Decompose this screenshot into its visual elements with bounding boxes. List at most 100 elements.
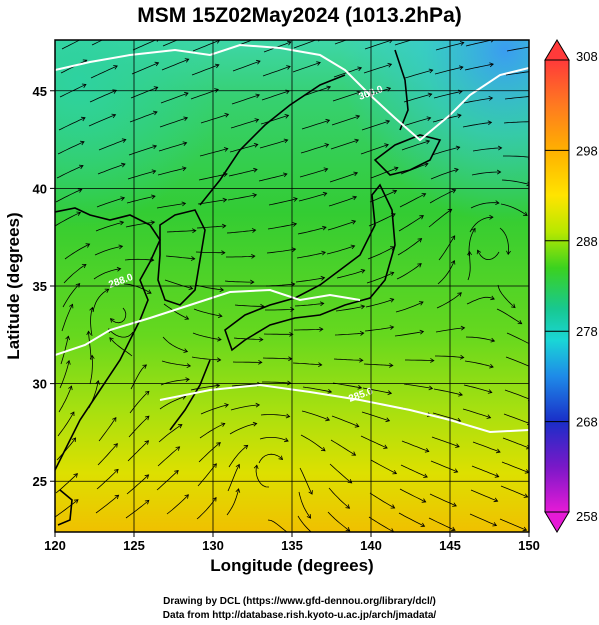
- streamline-arrowhead: [419, 329, 425, 335]
- streamline-arrowhead: [476, 249, 482, 255]
- russia-coastline: [199, 74, 346, 206]
- streamline-arrowhead: [76, 211, 82, 216]
- streamline: [402, 117, 431, 127]
- streamline: [94, 245, 123, 256]
- credit-drawing: Drawing by DCL (https://www.gfd-dennou.o…: [163, 596, 436, 607]
- streamline-arrowhead: [254, 118, 260, 123]
- streamline: [500, 485, 528, 498]
- streamline: [429, 189, 456, 204]
- streamline-arrowhead: [291, 247, 297, 253]
- streamline-arrowhead: [144, 499, 150, 505]
- lat-lon-grid: [55, 40, 529, 532]
- streamline-arrowhead: [112, 89, 118, 94]
- streamline-arrowhead: [68, 385, 73, 391]
- streamline-arrowhead: [316, 61, 321, 66]
- streamline: [128, 415, 150, 438]
- colorbar-tick-label: 268: [576, 415, 598, 430]
- streamline-arrowhead: [492, 522, 498, 527]
- streamline-arrowhead: [287, 380, 292, 386]
- coastlines: [55, 49, 442, 526]
- x-axis-label: Longitude (degrees): [210, 556, 374, 575]
- streamline: [395, 301, 424, 313]
- streamline-arrowhead: [184, 58, 190, 63]
- streamline-arrowhead: [455, 443, 460, 448]
- streamline: [360, 435, 388, 449]
- streamline-arrowhead: [113, 443, 118, 448]
- streamline-arrowhead: [219, 287, 225, 292]
- streamline: [334, 332, 364, 336]
- streamline: [196, 225, 226, 229]
- streamline: [88, 114, 116, 127]
- streamline-arrowhead: [181, 166, 187, 172]
- y-tick-label: 45: [33, 84, 47, 99]
- streamline: [231, 383, 261, 387]
- streamline: [329, 463, 352, 484]
- streamline-arrowhead: [81, 83, 87, 89]
- streamline-arrowhead: [73, 473, 78, 478]
- streamline-arrowhead: [223, 147, 229, 152]
- streamline: [56, 165, 84, 179]
- streamline-arrowhead: [447, 208, 453, 214]
- y-tick-label: 30: [33, 377, 47, 392]
- streamline-arrowhead: [89, 306, 94, 312]
- streamline: [331, 415, 359, 427]
- streamline: [57, 411, 75, 437]
- streamline: [364, 40, 393, 50]
- streamline: [267, 519, 288, 532]
- streamline-arrowhead: [490, 40, 495, 43]
- streamline-arrowhead: [224, 112, 230, 118]
- streamline: [197, 199, 227, 205]
- streamline-arrowhead: [146, 289, 152, 294]
- streamline-arrowhead: [523, 493, 529, 498]
- streamline-arrowhead: [85, 243, 91, 248]
- streamline-arrowhead: [494, 473, 500, 478]
- streamline-arrowhead: [489, 214, 494, 220]
- streamline: [64, 243, 90, 260]
- streamline-arrowhead: [114, 494, 120, 500]
- streamline: [262, 66, 291, 77]
- streamline-arrowhead: [111, 113, 117, 119]
- streamline: [163, 303, 189, 320]
- streamline-arrowhead: [292, 222, 298, 227]
- streamline-arrowhead: [318, 362, 323, 368]
- streamline: [226, 488, 239, 516]
- streamline-arrowhead: [177, 424, 183, 429]
- streamline-arrowhead: [489, 62, 494, 68]
- streamline-arrowhead: [220, 422, 226, 427]
- streamline: [433, 90, 463, 99]
- streamline: [161, 58, 189, 71]
- streamline: [229, 144, 258, 153]
- temperature-contours: [55, 43, 529, 434]
- streamline: [260, 414, 290, 417]
- streamline: [227, 194, 257, 201]
- streamline: [499, 227, 509, 255]
- streamline: [125, 221, 155, 228]
- streamline: [364, 326, 394, 332]
- streamline-arrowhead: [306, 514, 312, 519]
- streamline: [469, 216, 493, 233]
- streamline: [432, 412, 461, 422]
- streamline: [297, 226, 327, 235]
- streamline-arrowhead: [458, 391, 463, 397]
- streamline: [229, 423, 257, 435]
- streamline-arrowhead: [393, 166, 399, 172]
- streamline: [55, 499, 79, 518]
- streamline-arrowhead: [216, 442, 221, 447]
- streamline: [258, 453, 283, 464]
- streamline: [397, 238, 422, 256]
- streamline-arrowhead: [69, 303, 74, 309]
- streamline-arrowhead: [217, 336, 222, 342]
- streamline: [91, 40, 104, 46]
- streamline: [198, 442, 221, 463]
- streamline: [123, 283, 152, 294]
- streamline: [97, 443, 118, 466]
- streamline-arrowhead: [530, 94, 534, 98]
- streamline: [399, 488, 426, 503]
- streamline: [130, 364, 147, 390]
- streamline-arrowhead: [253, 167, 258, 173]
- streamline-arrowhead: [383, 444, 388, 449]
- hokkaido-coastline: [373, 134, 442, 176]
- streamline-arrowhead: [326, 85, 332, 91]
- streamline: [228, 444, 248, 468]
- streamline: [295, 277, 325, 283]
